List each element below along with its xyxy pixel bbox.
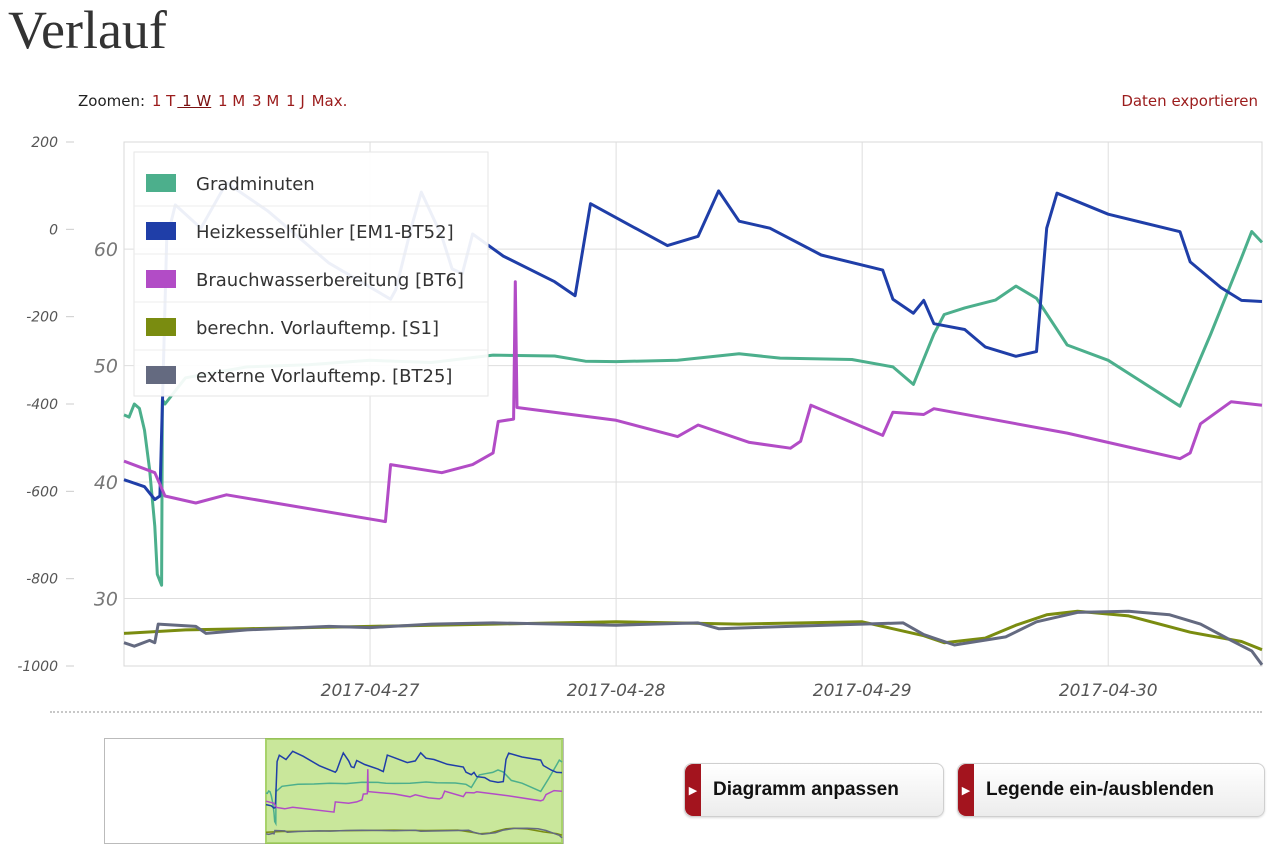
zoom-options: 1 T 1 W 1 M 3 M 1 J Max.: [150, 92, 348, 110]
zoom-option-1m[interactable]: 1 M: [213, 92, 246, 110]
zoom-option-1j[interactable]: 1 J: [281, 92, 305, 110]
navigator-series-2: [265, 750, 563, 809]
toggle-legend-label: Legende ein-/ausblenden: [986, 779, 1215, 800]
y-right-tick-label: 60: [94, 239, 118, 261]
history-line-chart[interactable]: 60 50 40 30 200 0 -200 -400 -600 -800 -1000 2017-04…: [0, 120, 1280, 710]
x-tick-label: 2017-04-30: [1059, 681, 1158, 701]
y-right-tick-label: 40: [94, 472, 118, 494]
zoom-option-1t[interactable]: 1 T: [151, 92, 176, 110]
y-right-tick-label: 30: [94, 588, 118, 610]
y-left-tick-label: -400: [26, 397, 58, 413]
legend-swatch: [146, 366, 176, 384]
toggle-legend-button[interactable]: ▶ Legende ein-/ausblenden: [957, 763, 1265, 817]
adjust-chart-label: Diagramm anpassen: [713, 779, 899, 800]
navigator-series-3: [265, 769, 563, 813]
export-data-link[interactable]: Daten exportieren: [1121, 92, 1258, 110]
y-right-tick-label: 50: [94, 356, 118, 378]
legend-swatch: [146, 222, 176, 240]
series-line-3: [123, 280, 1263, 524]
y-left-tick-label: 200: [31, 135, 58, 151]
y-left-tick-label: -800: [26, 572, 58, 588]
zoom-bar: Zoomen: 1 T 1 W 1 M 3 M 1 J Max.: [78, 92, 347, 110]
legend-swatch: [146, 174, 176, 192]
y-left-tick-label: -200: [26, 310, 58, 326]
series-line-1: [123, 230, 1264, 587]
navigator-series-1: [265, 759, 563, 827]
range-navigator[interactable]: [104, 738, 564, 844]
page-title: Verlauf: [8, 0, 167, 60]
zoom-option-max[interactable]: Max.: [306, 92, 348, 110]
divider: [50, 711, 1262, 713]
legend-label: berechn. Vorlauftemp. [S1]: [196, 318, 439, 339]
legend-label: Heizkesselfühler [EM1-BT52]: [196, 222, 454, 243]
series-line-5: [123, 609, 1264, 666]
navigator-selection: [265, 738, 563, 844]
legend-swatch: [146, 318, 176, 336]
play-icon: ▶: [685, 764, 701, 816]
zoom-label: Zoomen:: [78, 92, 146, 110]
y-left-tick-label: 0: [49, 222, 58, 238]
y-left-tick-label: -1000: [17, 659, 58, 675]
navigator-series-5: [265, 827, 563, 839]
legend-label: Brauchwasserbereitung [BT6]: [196, 270, 464, 291]
x-tick-label: 2017-04-29: [813, 681, 912, 701]
adjust-chart-button[interactable]: ▶ Diagramm anpassen: [684, 763, 944, 817]
y-left-tick-label: -600: [26, 484, 58, 500]
play-icon: ▶: [958, 764, 974, 816]
legend-swatch: [146, 270, 176, 288]
x-tick-label: 2017-04-27: [321, 681, 420, 701]
x-tick-label: 2017-04-28: [567, 681, 666, 701]
zoom-option-3m[interactable]: 3 M: [247, 92, 280, 110]
legend-label: Gradminuten: [196, 174, 315, 195]
legend-box: [133, 151, 489, 397]
zoom-option-1w[interactable]: 1 W: [177, 92, 212, 110]
legend-label: externe Vorlauftemp. [BT25]: [196, 366, 452, 387]
